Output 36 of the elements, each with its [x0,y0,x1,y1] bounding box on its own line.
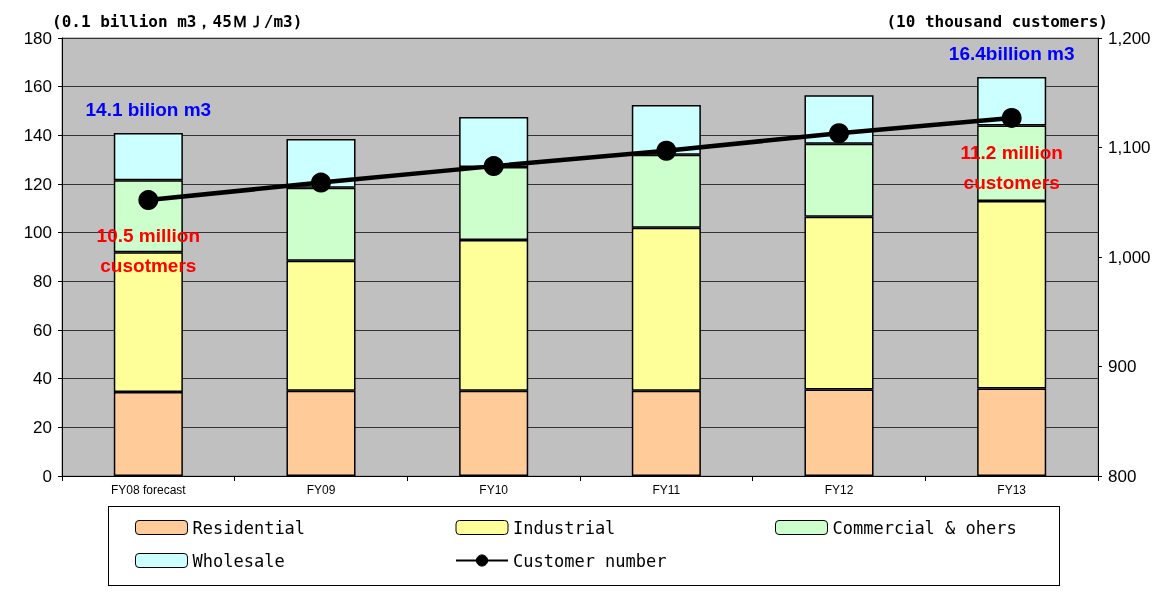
y-tick-label: 0 [42,466,52,486]
y2-tick-label: 800 [1108,466,1137,486]
y-tick-label: 80 [33,271,52,291]
point [829,123,849,144]
point [311,172,331,193]
point [483,156,504,177]
y-tick-label: 60 [33,320,52,340]
x-tick-label: FY12 [824,483,854,497]
x-tick-label: FY13 [997,483,1027,497]
y2-tick-label: 1,000 [1108,247,1151,267]
y2-tick-label: 1,200 [1108,28,1151,48]
y-tick-label: 160 [23,77,52,97]
point [656,140,677,161]
x-tick-label: FY11 [652,483,681,497]
y-tick-label: 180 [23,28,52,48]
x-tick-label: FY10 [479,483,509,497]
x-tick-label: FY09 [306,483,336,497]
legend-label: Wholesale [192,550,285,571]
y-tick-label: 100 [23,223,52,243]
y-axis-title: (0.1 billion m3，45ＭＪ/m3) [52,12,303,32]
legend-label: Residential [192,517,306,538]
legend-label: Industrial [513,517,616,538]
total-label: 14.1 bilion m3 [85,99,212,121]
y-tick-label: 40 [33,369,52,389]
y2-tick-label: 1,100 [1108,138,1151,157]
y-tick-label: 120 [23,174,52,194]
y-tick-label: 20 [33,417,52,437]
x-tick-label: FY08 forecast [110,483,187,497]
y2-tick-label: 900 [1108,357,1137,376]
y-tick-label: 140 [23,125,52,145]
legend-label: Customer number [513,550,667,571]
point [138,190,159,211]
y2-axis-title: (10 thousand customers) [886,12,1108,32]
total-label: 16.4billion m3 [948,43,1075,65]
point [1001,107,1022,128]
legend-label: Commercial & ohers [832,517,1017,538]
